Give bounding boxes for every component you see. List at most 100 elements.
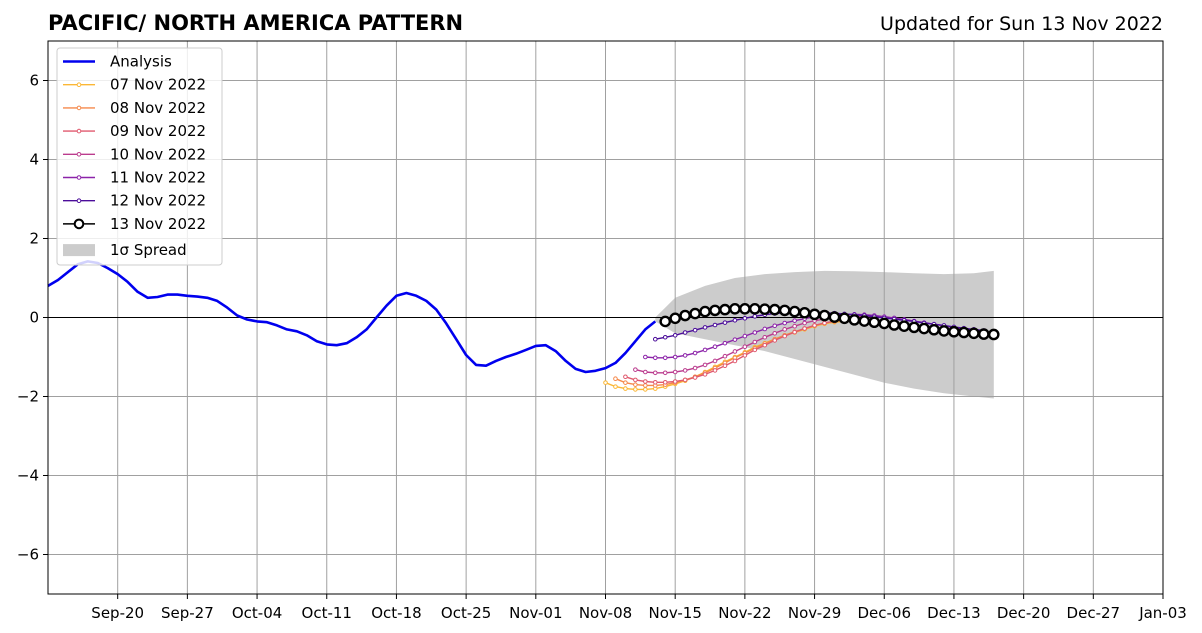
series-13-nov-2022-point <box>719 303 731 316</box>
series-13-nov-2022-point <box>928 323 940 336</box>
series-13-nov-2022-point <box>778 304 791 317</box>
spread-band <box>655 270 994 399</box>
series-13-nov-2022-point <box>768 303 781 316</box>
series-11-nov-2022-point <box>712 344 718 350</box>
legend-07-nov-2022-marker <box>76 82 82 87</box>
legend-10-nov-2022-label: 10 Nov 2022 <box>110 145 206 163</box>
legend-10-nov-2022-marker <box>76 152 82 157</box>
series-07-nov-2022-point <box>613 384 618 389</box>
series-13-nov-2022-point <box>908 321 920 334</box>
series-10-nov-2022-point <box>792 323 797 329</box>
legend-13-nov-2022-label: 13 Nov 2022 <box>110 215 206 233</box>
series-11-nov-2022-point <box>692 350 698 356</box>
series-analysis-line <box>47 260 657 374</box>
series-10-nov-2022-point <box>682 368 688 373</box>
y-tick-label: 6 <box>29 72 39 90</box>
x-tick-label: Dec-13 <box>927 604 981 622</box>
legend-09-nov-2022-label: 09 Nov 2022 <box>110 122 206 140</box>
series-09-nov-2022-point <box>652 379 658 385</box>
series-12-nov-2022-point <box>662 334 668 340</box>
x-tick-label: Nov-15 <box>649 604 702 622</box>
series-11-nov-2022-point <box>702 347 708 353</box>
y-tick-label: 4 <box>29 151 39 169</box>
series-layer <box>47 260 1000 392</box>
series-09-nov-2022-point <box>752 347 758 353</box>
legend-spread-swatch <box>63 244 95 257</box>
legend-09-nov-2022-marker <box>76 128 82 134</box>
legend-08-nov-2022-label: 08 Nov 2022 <box>110 99 206 117</box>
series-10-nov-2022-point <box>722 353 728 359</box>
series-08-nov-2022-point <box>643 383 648 388</box>
series-09-nov-2022-point <box>772 338 778 343</box>
series-13-nov-2022-point <box>838 312 851 325</box>
series-07-nov-2022-point <box>623 386 628 391</box>
legend: Analysis 07 Nov 2022 08 Nov 2022 09 Nov 202… <box>56 47 223 266</box>
series-10-nov-2022-point <box>772 331 778 336</box>
series-09-nov-2022-point <box>702 372 708 377</box>
chart-title: PACIFIC/ NORTH AMERICA PATTERN <box>48 11 463 35</box>
series-11-nov-2022-point <box>662 355 668 361</box>
series-10-nov-2022-point <box>633 367 638 372</box>
series-09-nov-2022-point <box>762 342 768 348</box>
series-10-nov-2022-point <box>732 349 738 354</box>
series-10-nov-2022-point <box>782 327 787 332</box>
series-13-nov-2022-point <box>689 307 701 320</box>
series-12-nov-2022-point <box>652 336 658 342</box>
series-13-nov-2022-point <box>987 328 1000 341</box>
series-12-nov-2022-point <box>712 322 718 328</box>
series-12-nov-2022-point <box>722 320 728 325</box>
series-13-nov-2022-point <box>968 327 980 340</box>
series-10-nov-2022-point <box>652 370 658 376</box>
series-09-nov-2022-point <box>633 377 638 383</box>
x-tick-label: Sep-20 <box>91 604 144 622</box>
x-tick-label: Sep-27 <box>161 604 214 622</box>
x-tick-label: Nov-22 <box>718 604 771 622</box>
series-11-nov-2022-point <box>782 320 787 326</box>
series-10-nov-2022-point <box>742 344 748 350</box>
series-09-nov-2022-point <box>682 377 688 383</box>
series-07-nov-2022-point <box>603 380 608 385</box>
series-13-nov-2022-point <box>868 316 881 329</box>
series-12-nov-2022-point <box>742 315 748 321</box>
series-13-nov-2022-point <box>918 322 930 335</box>
x-tick-label: Nov-08 <box>579 604 632 622</box>
series-13-nov-2022-point <box>669 312 681 325</box>
x-tick-label: Nov-01 <box>509 604 562 622</box>
axis-ticks: Sep-20 Sep-27 Oct-04 Oct-11 Oct-18 Oct-25 Nov-… <box>17 72 1187 623</box>
legend-07-nov-2022-label: 07 Nov 2022 <box>110 76 206 94</box>
spread-layer <box>655 270 994 399</box>
series-07-nov-2022-point <box>643 387 648 392</box>
x-tick-label: Oct-04 <box>232 604 282 622</box>
series-12-nov-2022-point <box>682 330 688 335</box>
series-10-nov-2022-point <box>643 369 648 375</box>
series-13-nov-2022-point <box>758 303 771 316</box>
legend-11-nov-2022-label: 11 Nov 2022 <box>110 169 206 187</box>
series-13-nov-2022-point <box>808 308 821 321</box>
series-09-nov-2022-point <box>732 358 738 364</box>
series-13-nov-2022-point <box>739 303 751 315</box>
series-09-nov-2022-point <box>782 333 787 339</box>
series-08-nov-2022-point <box>623 380 628 385</box>
series-12-nov-2022-point <box>672 332 678 338</box>
series-09-nov-2022-point <box>662 379 668 385</box>
series-08-nov-2022-point <box>633 382 638 387</box>
series-10-nov-2022-point <box>692 365 698 371</box>
series-13-nov-2022-point <box>659 315 672 328</box>
series-09-nov-2022-point <box>722 363 728 368</box>
x-tick-label: Oct-18 <box>371 604 421 622</box>
series-09-nov-2022-point <box>643 379 648 384</box>
y-tick-label: −2 <box>17 388 39 406</box>
series-13-nov-2022-point <box>749 303 761 315</box>
series-10-nov-2022-point <box>702 362 708 368</box>
series-13-nov-2022-point <box>709 304 721 317</box>
series-11-nov-2022-point <box>732 337 738 342</box>
series-11-nov-2022-point <box>722 340 728 346</box>
x-tick-label: Oct-25 <box>441 604 491 622</box>
x-tick-label: Jan-03 <box>1138 604 1187 622</box>
series-11-nov-2022-point <box>742 333 748 339</box>
series-09-nov-2022-point <box>672 379 678 384</box>
y-tick-label: −6 <box>17 546 39 564</box>
series-13-nov-2022-point <box>848 314 861 326</box>
series-11-nov-2022-point <box>682 353 688 358</box>
